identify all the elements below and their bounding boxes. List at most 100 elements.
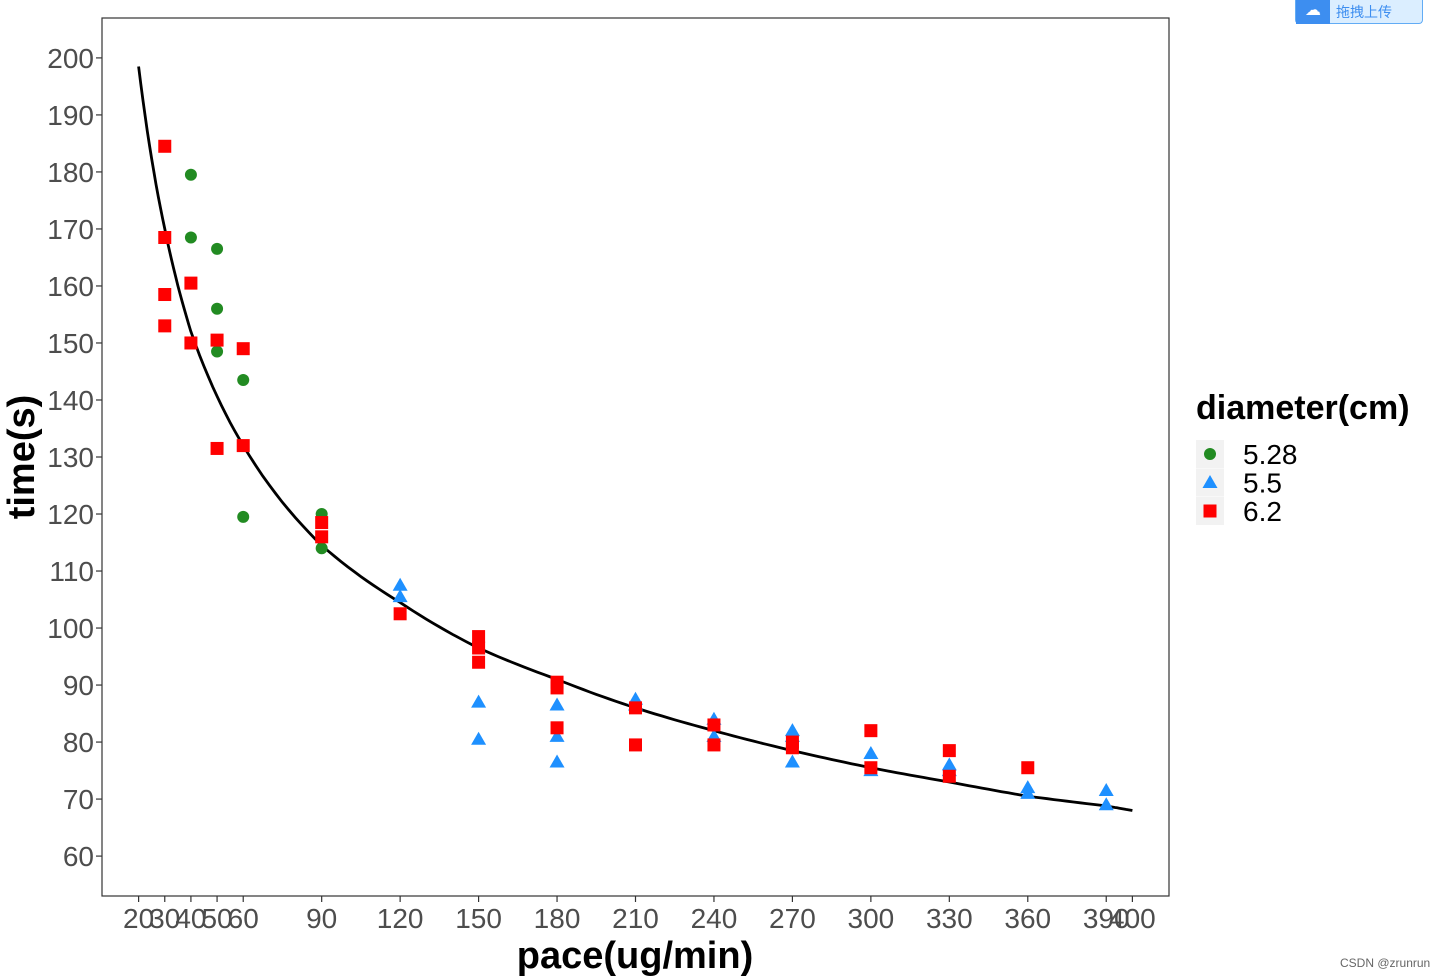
- y-tick-label: 170: [47, 214, 94, 245]
- fit-curve-layer: [137, 66, 1133, 812]
- y-tick-label: 80: [63, 727, 94, 758]
- data-point-square: [315, 516, 329, 530]
- data-point-square: [210, 441, 224, 455]
- data-point-square: [158, 319, 172, 333]
- data-point-square: [942, 744, 956, 758]
- data-point-triangle: [471, 694, 487, 708]
- data-point-circle: [211, 345, 224, 358]
- x-tick-label: 90: [306, 903, 337, 934]
- data-point-triangle: [1098, 783, 1114, 797]
- upload-button[interactable]: ☁ 拖拽上传: [1295, 0, 1423, 24]
- y-axis: 60 70 80 90 100 110 120 130 140 150 160 170 180 190 20…: [47, 43, 102, 872]
- data-point-triangle: [549, 754, 565, 768]
- x-tick-label: 180: [534, 903, 581, 934]
- x-tick-label: 390: [1083, 903, 1130, 934]
- watermark: CSDN @zrunrun: [1340, 956, 1431, 970]
- y-tick-label: 90: [63, 670, 94, 701]
- legend-key-triangle: [1202, 475, 1218, 488]
- fit-curve: [137, 66, 1133, 812]
- data-point-square: [210, 333, 224, 347]
- data-point-triangle: [471, 731, 487, 745]
- data-point-square: [236, 439, 250, 453]
- legend-label: 6.2: [1243, 496, 1282, 527]
- x-tick-label: 360: [1004, 903, 1051, 934]
- x-tick-label: 210: [612, 903, 659, 934]
- data-point-square: [158, 139, 172, 153]
- data-points: [158, 139, 1114, 811]
- data-point-square: [550, 721, 564, 735]
- legend-key-circle: [1204, 448, 1216, 460]
- x-tick-label: 40: [175, 903, 206, 934]
- y-tick-label: 70: [63, 784, 94, 815]
- data-point-square: [315, 530, 329, 544]
- data-point-square: [629, 701, 642, 715]
- data-point-square: [1021, 761, 1035, 775]
- x-axis-title: pace(ug/min): [517, 935, 753, 977]
- x-tick-label: 330: [926, 903, 973, 934]
- y-tick-label: 190: [47, 100, 94, 131]
- x-tick-label: 300: [848, 903, 895, 934]
- legend-label: 5.5: [1243, 468, 1282, 499]
- x-tick-label: 120: [377, 903, 424, 934]
- data-point-triangle: [549, 697, 565, 711]
- x-tick-label: 60: [228, 903, 259, 934]
- data-point-circle: [184, 231, 197, 244]
- y-tick-label: 150: [47, 328, 94, 359]
- data-point-circle: [237, 374, 250, 387]
- data-point-triangle: [784, 754, 800, 768]
- y-tick-label: 60: [63, 841, 94, 872]
- data-point-square: [864, 761, 878, 775]
- y-tick-label: 200: [47, 43, 94, 74]
- data-point-circle: [237, 510, 250, 523]
- data-point-triangle: [549, 728, 565, 742]
- legend-key-square: [1203, 504, 1217, 518]
- x-tick-label: 150: [455, 903, 502, 934]
- data-point-square: [393, 607, 407, 621]
- legend-label: 5.28: [1243, 439, 1298, 470]
- data-point-circle: [211, 242, 224, 255]
- x-tick-label: 20: [123, 903, 154, 934]
- y-axis-title: time(s): [1, 395, 43, 520]
- data-point-square: [472, 630, 486, 644]
- data-point-square: [550, 681, 564, 695]
- y-tick-label: 140: [47, 385, 94, 416]
- legend-title: diameter(cm): [1196, 389, 1410, 427]
- data-point-circle: [315, 542, 328, 555]
- data-point-triangle: [1020, 785, 1036, 799]
- data-point-square: [158, 288, 172, 302]
- data-point-square: [158, 231, 172, 244]
- data-point-triangle: [392, 589, 408, 603]
- data-point-square: [472, 641, 486, 655]
- data-point-square: [184, 276, 198, 290]
- data-point-square: [472, 655, 486, 669]
- data-point-square: [864, 724, 878, 738]
- data-point-triangle: [392, 577, 408, 591]
- data-point-square: [707, 738, 721, 752]
- data-point-square: [785, 741, 799, 755]
- x-tick-label: 50: [201, 903, 232, 934]
- data-point-circle: [184, 168, 197, 181]
- y-tick-label: 130: [47, 442, 94, 473]
- y-tick-label: 180: [47, 157, 94, 188]
- y-tick-label: 110: [49, 556, 94, 587]
- y-tick-label: 100: [47, 613, 94, 644]
- legend: diameter(cm) 5.285.56.2: [1196, 389, 1410, 527]
- cloud-upload-icon: ☁: [1296, 0, 1330, 24]
- data-point-square: [184, 336, 198, 350]
- data-point-circle: [211, 302, 224, 315]
- data-point-triangle: [1098, 797, 1114, 811]
- data-point-square: [629, 738, 642, 752]
- data-point-square: [236, 342, 250, 356]
- x-tick-label: 270: [769, 903, 816, 934]
- x-tick-label: 240: [691, 903, 738, 934]
- y-tick-label: 120: [47, 499, 94, 530]
- data-point-square: [707, 718, 721, 732]
- x-tick-label: 400: [1109, 903, 1156, 934]
- plot-panel: [101, 17, 1170, 897]
- x-tick-label: 30: [149, 903, 180, 934]
- data-point-triangle: [863, 745, 879, 759]
- upload-button-label: 拖拽上传: [1336, 5, 1392, 21]
- y-tick-label: 160: [47, 271, 94, 302]
